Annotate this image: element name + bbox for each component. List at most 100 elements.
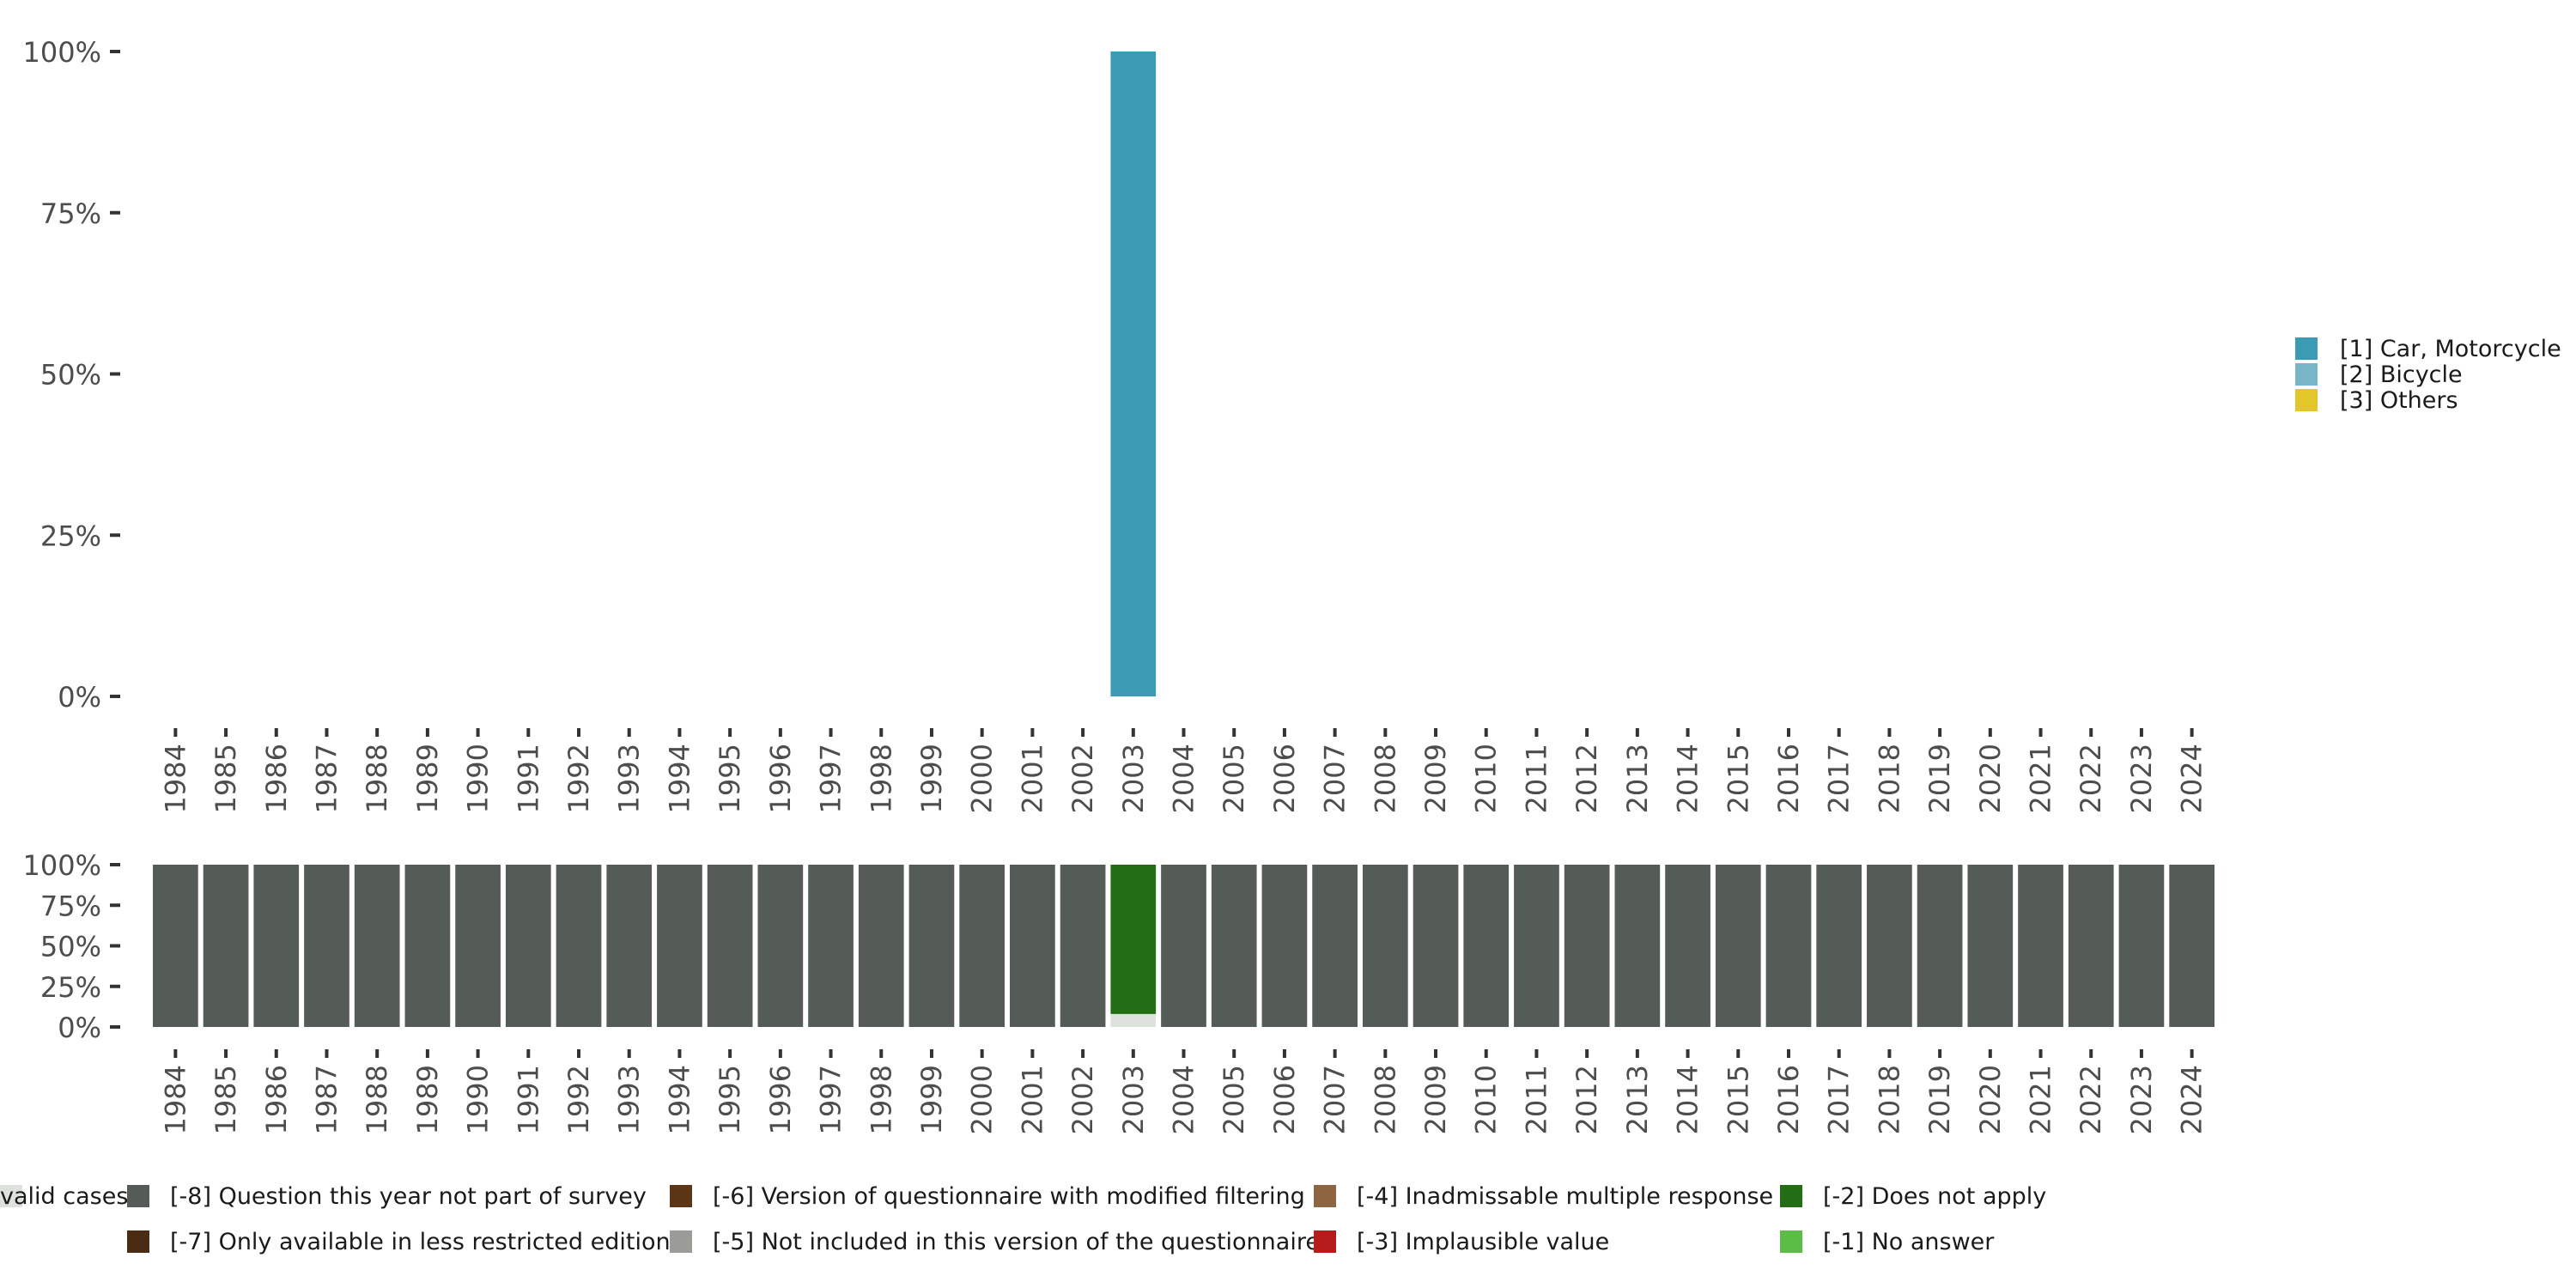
top-x-tick-label: 2006: [1268, 744, 1301, 813]
bottom-x-tick-label: 1994: [663, 1065, 696, 1134]
top-x-tick-label: 1993: [613, 744, 646, 813]
top-legend-label: [2] Bicycle: [2340, 361, 2463, 388]
bottom-x-tick-label: 2000: [966, 1065, 999, 1134]
bottom-x-tick-label: 2007: [1319, 1065, 1352, 1134]
top-y-axis: 0% 25% 50% 75% 100%: [23, 36, 120, 714]
bottom-bar-1995: [707, 865, 753, 1027]
bottom-bar-2016: [1765, 865, 1812, 1027]
bottom-x-axis: 1984 1985 1986 1987 1988 1989 1990 1991 1992 1993…: [159, 1049, 2208, 1134]
top-x-tick-label: 2013: [1621, 744, 1654, 813]
bottom-x-tick-label: 1985: [210, 1065, 242, 1134]
bottom-bar-1990: [455, 865, 501, 1027]
top-x-tick-label: 2011: [1520, 744, 1552, 813]
bottom-bar-2021: [2018, 865, 2063, 1027]
bottom-y-tick-label: 50%: [40, 931, 101, 963]
bottom-x-tick-label: 2004: [1168, 1065, 1200, 1134]
bottom-bar-1987: [304, 865, 349, 1027]
bottom-bar-1992: [556, 865, 602, 1027]
bottom-bars: [153, 865, 2215, 1027]
bottom-bar-2015: [1715, 865, 1761, 1027]
bottom-bar-2004: [1161, 865, 1206, 1027]
top-x-tick-label: 2009: [1419, 744, 1452, 813]
top-x-tick-label: 2008: [1369, 744, 1401, 813]
bottom-x-tick-label: 2014: [1672, 1065, 1704, 1134]
bottom-legend-label: [-5] Not included in this version of the…: [713, 1229, 1320, 1255]
top-y-tick-label: 100%: [23, 36, 101, 69]
bottom-x-tick-label: 2024: [2176, 1065, 2208, 1134]
bottom-x-tick-label: 1987: [310, 1065, 343, 1134]
top-x-tick-label: 2007: [1319, 744, 1352, 813]
top-x-tick-label: 2001: [1016, 744, 1048, 813]
bottom-legend-label: [-2] Does not apply: [1823, 1183, 2046, 1210]
bottom-y-tick-label: 100%: [23, 849, 101, 882]
top-x-tick-label: 2010: [1470, 744, 1503, 813]
bottom-x-tick-label: 1997: [815, 1065, 848, 1134]
bottom-legend-swatch: [1780, 1230, 1802, 1253]
top-y-tick-label: 75%: [40, 197, 101, 230]
top-legend: [1] Car, Motorcycle[2] Bicycle[3] Others: [2295, 336, 2561, 414]
bottom-x-tick-label: 2003: [1117, 1065, 1150, 1134]
top-x-tick-label: 2002: [1066, 744, 1099, 813]
bottom-x-tick-label: 1990: [462, 1065, 495, 1134]
top-x-tick-label: 2016: [1772, 744, 1805, 813]
bottom-x-tick-label: 2010: [1470, 1065, 1503, 1134]
bottom-legend-swatch: [670, 1230, 692, 1253]
top-legend-swatch: [2295, 337, 2318, 360]
bottom-x-tick-label: 2005: [1218, 1065, 1250, 1134]
bottom-x-tick-label: 1992: [562, 1065, 595, 1134]
top-x-tick-label: 2019: [1923, 744, 1956, 813]
top-legend-swatch: [2295, 389, 2318, 411]
top-x-tick-label: 2003: [1117, 744, 1150, 813]
bottom-bar-1984: [153, 865, 198, 1027]
bottom-x-tick-label: 1986: [260, 1065, 293, 1134]
bottom-x-tick-label: 1999: [915, 1065, 948, 1134]
top-x-tick-label: 2014: [1672, 744, 1704, 813]
top-x-tick-label: 1999: [915, 744, 948, 813]
bottom-x-tick-label: 2001: [1016, 1065, 1048, 1134]
bottom-y-tick-label: 0%: [58, 1012, 101, 1044]
bottom-bar-1994: [657, 865, 702, 1027]
top-x-tick-label: 2022: [2075, 744, 2107, 813]
bottom-y-axis: 0% 25% 50% 75% 100%: [23, 849, 120, 1044]
bottom-x-tick-label: 1996: [764, 1065, 797, 1134]
bottom-x-tick-label: 2008: [1369, 1065, 1401, 1134]
top-x-tick-label: 2020: [1974, 744, 2007, 813]
bottom-bar-1996: [757, 865, 804, 1027]
top-x-tick-label: 2023: [2125, 744, 2158, 813]
top-bars: [1110, 52, 1157, 696]
top-x-tick-label: 1990: [462, 744, 495, 813]
bottom-legend-swatch: [1780, 1185, 1802, 1207]
bottom-bar-2020: [1967, 865, 2014, 1027]
top-x-tick-label: 2012: [1571, 744, 1603, 813]
bottom-bar-2008: [1362, 865, 1408, 1027]
bottom-bar-2014: [1665, 865, 1710, 1027]
top-x-tick-label: 1985: [210, 744, 242, 813]
bottom-legend-label: [-1] No answer: [1823, 1229, 1995, 1255]
top-legend-label: [3] Others: [2340, 387, 2458, 414]
bottom-x-tick-label: 1984: [159, 1065, 191, 1134]
bottom-bar-2019: [1917, 865, 1963, 1027]
bottom-bar-1993: [606, 865, 653, 1027]
bottom-bar-2013: [1614, 865, 1661, 1027]
bottom-bar-1986: [253, 865, 300, 1027]
top-x-tick-label: 2000: [966, 744, 999, 813]
bottom-bar-1989: [404, 865, 451, 1027]
bottom-x-tick-label: 2002: [1066, 1065, 1099, 1134]
bottom-x-tick-label: 2006: [1268, 1065, 1301, 1134]
bottom-bar-2003: [1110, 865, 1157, 1014]
top-x-tick-label: 1986: [260, 744, 293, 813]
top-x-tick-label: 2005: [1218, 744, 1250, 813]
top-x-axis: 1984 1985 1986 1987 1988 1989 1990 1991 1992 1993…: [159, 728, 2208, 813]
top-x-tick-label: 1997: [815, 744, 848, 813]
top-x-tick-label: 2015: [1722, 744, 1754, 813]
bottom-x-tick-label: 1989: [411, 1065, 444, 1134]
bottom-bar-2022: [2068, 865, 2114, 1027]
bottom-bar-2003: [1110, 1013, 1157, 1027]
bottom-x-tick-label: 1995: [714, 1065, 746, 1134]
top-y-tick-label: 50%: [40, 359, 101, 392]
top-x-tick-label: 2018: [1873, 744, 1905, 813]
bottom-legend-label: [-7] Only available in less restricted e…: [170, 1229, 671, 1255]
bottom-bar-2001: [1010, 865, 1055, 1027]
top-x-tick-label: 1995: [714, 744, 746, 813]
